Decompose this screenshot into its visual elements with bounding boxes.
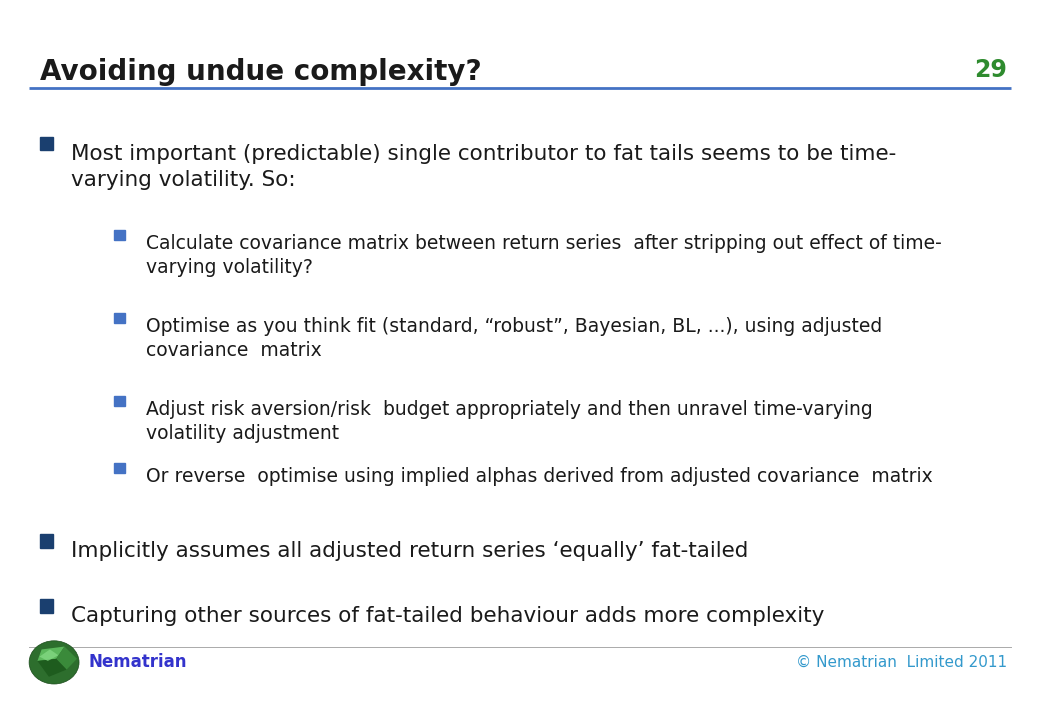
Polygon shape bbox=[40, 649, 58, 661]
Text: 29: 29 bbox=[973, 58, 1007, 81]
Text: Most important (predictable) single contributor to fat tails seems to be time-
v: Most important (predictable) single cont… bbox=[71, 144, 896, 189]
Bar bbox=[40, 137, 53, 150]
Bar bbox=[40, 599, 53, 613]
Text: Optimise as you think fit (standard, “robust”, Bayesian, BL, ...), using adjuste: Optimise as you think fit (standard, “ro… bbox=[146, 317, 882, 360]
Text: Implicitly assumes all adjusted return series ‘equally’ fat-tailed: Implicitly assumes all adjusted return s… bbox=[71, 541, 748, 562]
Polygon shape bbox=[37, 647, 64, 661]
Text: Adjust risk aversion/risk  budget appropriately and then unravel time-varying
vo: Adjust risk aversion/risk budget appropr… bbox=[146, 400, 873, 443]
Text: Or reverse  optimise using implied alphas derived from adjusted covariance  matr: Or reverse optimise using implied alphas… bbox=[146, 467, 932, 485]
Polygon shape bbox=[56, 647, 77, 670]
Bar bbox=[114, 396, 125, 406]
Text: Calculate covariance matrix between return series  after stripping out effect of: Calculate covariance matrix between retu… bbox=[146, 234, 941, 277]
Text: Nematrian: Nematrian bbox=[88, 654, 187, 671]
Bar bbox=[114, 230, 125, 240]
Polygon shape bbox=[37, 659, 67, 677]
Text: Capturing other sources of fat-tailed behaviour adds more complexity: Capturing other sources of fat-tailed be… bbox=[71, 606, 824, 626]
Ellipse shape bbox=[29, 641, 79, 684]
Bar bbox=[114, 313, 125, 323]
Bar bbox=[40, 534, 53, 548]
Text: © Nematrian  Limited 2011: © Nematrian Limited 2011 bbox=[796, 655, 1007, 670]
Text: Avoiding undue complexity?: Avoiding undue complexity? bbox=[40, 58, 482, 86]
Bar bbox=[114, 463, 125, 473]
